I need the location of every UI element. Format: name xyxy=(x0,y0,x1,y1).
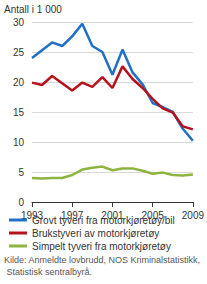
svg-text:Statistisk sentralbyrå.: Statistisk sentralbyrå. xyxy=(4,267,92,277)
svg-text:15: 15 xyxy=(13,107,25,118)
svg-text:Grovt tyveri fra motorkjøretøy: Grovt tyveri fra motorkjøretøy/bil xyxy=(32,215,175,226)
svg-text:Simpelt tyveri fra motorkjøret: Simpelt tyveri fra motorkjøretøy xyxy=(32,241,171,252)
svg-text:5: 5 xyxy=(18,167,24,178)
svg-text:Kilde: Anmeldte lovbrudd, NOS: Kilde: Anmeldte lovbrudd, NOS Kriminalst… xyxy=(4,255,200,265)
svg-text:30: 30 xyxy=(13,17,25,28)
svg-text:0: 0 xyxy=(18,197,24,208)
svg-text:10: 10 xyxy=(13,137,25,148)
svg-text:Brukstyveri av motorkjøretøy: Brukstyveri av motorkjøretøy xyxy=(32,228,159,239)
svg-text:25: 25 xyxy=(13,47,25,58)
svg-text:2009: 2009 xyxy=(182,210,205,221)
svg-text:20: 20 xyxy=(13,77,25,88)
svg-text:Antall i 1 000: Antall i 1 000 xyxy=(4,4,62,15)
